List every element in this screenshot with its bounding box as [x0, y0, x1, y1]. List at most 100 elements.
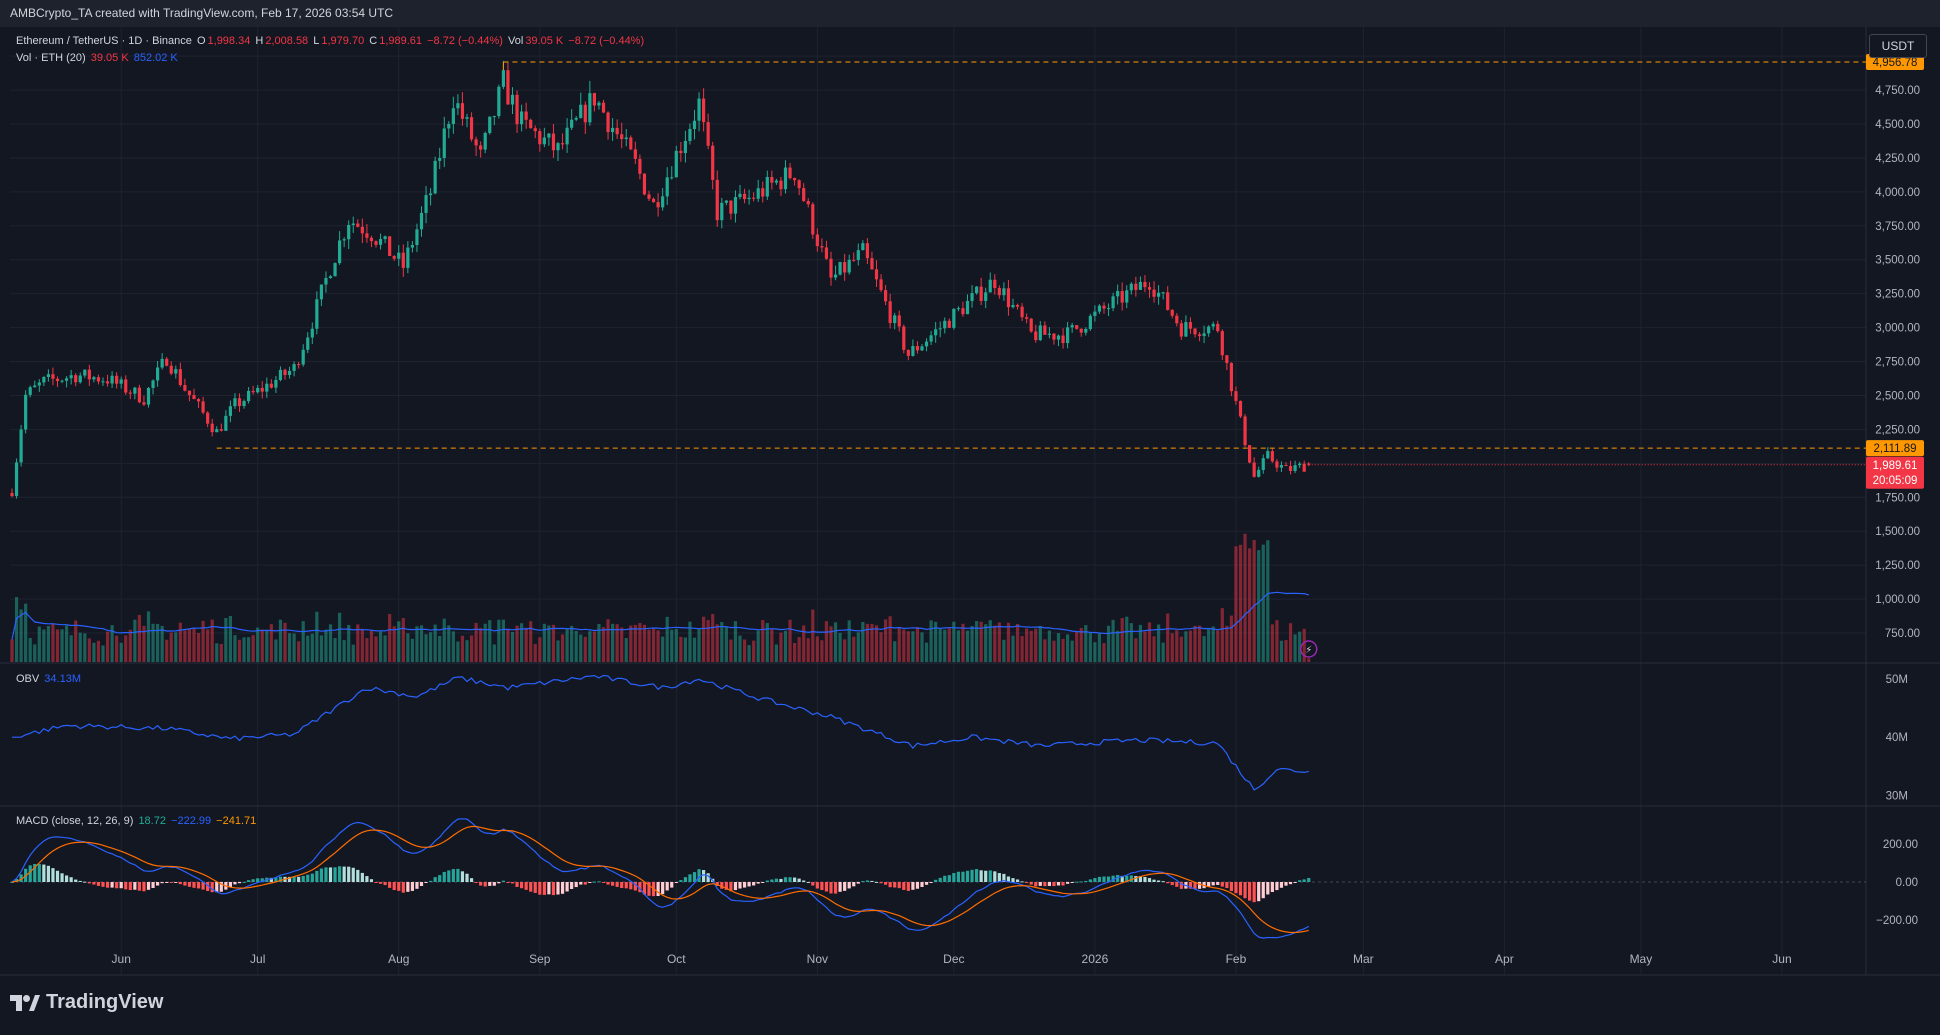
volume-bar [28, 637, 32, 662]
volume-bar [606, 619, 610, 662]
volume-bar [702, 616, 706, 662]
candle-body [292, 364, 296, 371]
volume-bar [715, 624, 719, 662]
candle-body [1225, 355, 1229, 364]
volume-bar [365, 638, 369, 662]
tradingview-logo[interactable]: TradingView [10, 991, 163, 1014]
candle-body [1025, 317, 1029, 319]
candle-body [1266, 451, 1270, 459]
macd-hist-bar [1129, 875, 1133, 882]
top-bar: AMBCrypto_TA created with TradingView.co… [0, 0, 1940, 28]
macd-hist-bar [247, 880, 251, 882]
candle-body [1220, 331, 1224, 356]
candle-body [579, 104, 583, 118]
candle-body [1288, 465, 1293, 471]
macd-hist-bar [656, 882, 660, 896]
candle-body [824, 247, 829, 259]
volume-bar [1188, 630, 1193, 662]
volume-bar [269, 624, 273, 662]
macd-hist-bar [824, 882, 829, 892]
volume-bar [852, 636, 856, 662]
macd-hist-bar [579, 882, 583, 885]
chart-area[interactable]: 5,000.004,750.004,500.004,250.004,000.00… [0, 27, 1940, 978]
volume-bar [824, 621, 829, 662]
volume-bar [583, 636, 587, 662]
macd-legend: MACD (close, 12, 26, 9) 18.72 −222.99 −2… [16, 815, 258, 827]
candle-body [183, 385, 187, 391]
candle-body [1047, 333, 1051, 335]
candle-body [224, 415, 228, 431]
volume-bar [929, 620, 933, 662]
volume-bar [360, 628, 364, 662]
candle-body [1106, 308, 1111, 310]
macd-line [11, 818, 1310, 939]
candle-body [806, 200, 810, 205]
volume-bar [447, 625, 451, 662]
volume-bar [1275, 620, 1279, 662]
candle-body [1038, 325, 1042, 341]
candle-body [856, 250, 860, 260]
candle-body [788, 167, 792, 179]
volume-bar [392, 626, 396, 662]
candle-body [378, 239, 383, 245]
candle-body [911, 346, 915, 356]
macd-hist-bar [929, 882, 933, 883]
lightning-icon: ⚡ [1305, 645, 1312, 656]
candle-body [1179, 323, 1183, 337]
macd-hist-bar [1307, 877, 1311, 882]
volume-bar [651, 628, 656, 662]
candle-body [19, 429, 23, 463]
macd-hist-bar [201, 882, 205, 890]
macd-hist-bar [378, 882, 383, 884]
macd-hist-bar [497, 882, 501, 884]
candle-body [60, 380, 64, 382]
candle-body [620, 134, 624, 140]
volume-bar [128, 629, 132, 662]
candle-body [783, 167, 788, 190]
candle-body [1307, 463, 1311, 465]
candle-body [192, 395, 196, 400]
volume-bar [838, 632, 842, 662]
candle-body [406, 247, 410, 268]
candle-body [119, 379, 123, 384]
currency-unit-button[interactable]: USDT [1869, 34, 1927, 58]
volume-bar [233, 635, 237, 662]
obv-line [12, 674, 1309, 791]
price-tick-label: 2,250.00 [1875, 424, 1920, 436]
candle-body [247, 390, 251, 402]
candle-body [465, 117, 469, 119]
macd-hist-bar [665, 882, 669, 891]
low-value: 1,979.70 [321, 35, 365, 47]
macd-hist-bar [1015, 879, 1020, 882]
candle-body [920, 346, 924, 351]
candle-body [483, 132, 487, 150]
candle-body [1234, 391, 1238, 401]
volume-bar [1243, 533, 1247, 662]
candle-body [1302, 463, 1306, 472]
macd-hist-bar [1288, 882, 1293, 885]
volume-bar [893, 641, 897, 662]
macd-hist-bar [1002, 873, 1006, 882]
volume-bar [356, 624, 360, 662]
volume-bar [779, 632, 783, 662]
candle-body [1202, 333, 1206, 336]
macd-hist-bar [1120, 875, 1124, 882]
volume-bar [1025, 628, 1029, 662]
candle-body [560, 143, 565, 145]
macd-hist-bar [797, 878, 801, 882]
volume-bar [347, 624, 351, 662]
price-tick-label: 4,250.00 [1875, 153, 1920, 165]
volume-bar [993, 625, 997, 662]
obv-tick-label: 30M [1886, 790, 1908, 802]
volume-bar [1157, 624, 1161, 662]
volume-bar [897, 627, 901, 662]
volume-bar [697, 628, 701, 662]
candle-body [215, 429, 219, 433]
ath-badge-bg [1866, 54, 1924, 70]
volume-bar [1175, 630, 1179, 662]
macd-hist-bar [315, 870, 319, 882]
macd-hist-bar [642, 882, 647, 895]
candle-body [55, 378, 60, 382]
candle-body [1175, 315, 1179, 324]
candle-body [219, 429, 223, 431]
